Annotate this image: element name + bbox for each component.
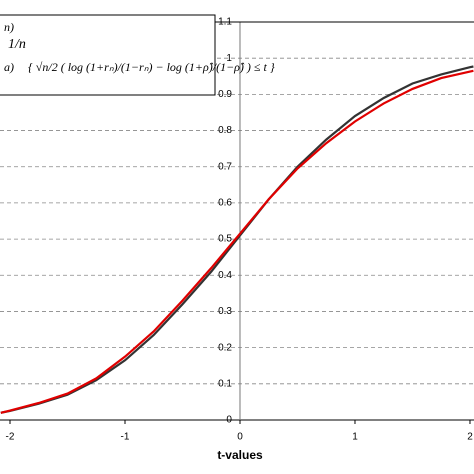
x-tick-label: 0 — [237, 432, 243, 443]
x-tick-label: -2 — [6, 432, 15, 443]
y-tick-label: 0.4 — [218, 270, 232, 281]
series-line — [0, 69, 474, 414]
x-tick-label: 2 — [467, 432, 473, 443]
y-tick-label: 0.5 — [218, 234, 232, 245]
legend-text: a) — [4, 60, 14, 74]
y-tick-label: 0.7 — [218, 161, 232, 172]
y-tick-label: 0.9 — [218, 89, 232, 100]
y-tick-label: 0.2 — [218, 342, 232, 353]
y-tick-label: 0.8 — [218, 125, 232, 136]
x-tick-label: -1 — [121, 432, 130, 443]
y-tick-label: 1 — [226, 53, 232, 64]
legend-text: { √n/2 ( log (1+rₙ)/(1−rₙ) − log (1+ρ̂)/… — [28, 60, 275, 74]
y-tick-label: 0.3 — [218, 306, 232, 317]
legend-text: n) — [4, 20, 14, 34]
legend-box — [0, 14, 216, 96]
legend-text: 1/n — [8, 37, 26, 52]
x-tick-label: 1 — [352, 432, 358, 443]
y-tick-label: 0.1 — [218, 378, 232, 389]
y-tick-label: 0.6 — [218, 198, 232, 209]
x-axis-label: t-values — [217, 448, 263, 462]
